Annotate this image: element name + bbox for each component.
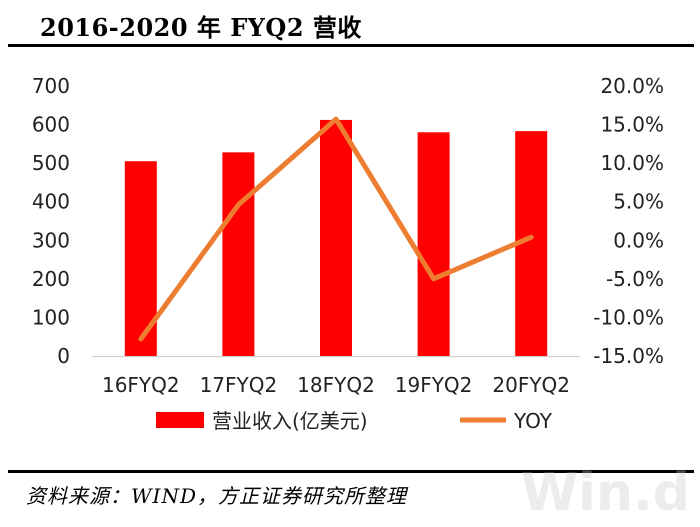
y-left-tick-label: 700 (32, 74, 70, 98)
y-left-tick-label: 100 (32, 305, 70, 329)
y-left-tick-label: 500 (32, 151, 70, 175)
x-tick-label: 16FYQ2 (102, 373, 180, 397)
legend-label-revenue: 营业收入(亿美元) (212, 409, 368, 433)
x-tick-label: 17FYQ2 (200, 373, 278, 397)
chart-canvas: 0 100 200 300 400 500 600 700 -15.0% -10.0% -5.0% 0… (32, 74, 664, 433)
y-right-tick-label: -15.0% (593, 344, 664, 368)
y-right-tick-label: -10.0% (593, 305, 664, 329)
top-rule (8, 44, 694, 47)
chart-title: 2016-2020 年 FYQ2 营收 (40, 13, 362, 42)
bottom-rule (8, 470, 694, 473)
y-right-tick-label: 15.0% (600, 113, 664, 137)
y-right-tick-label: 20.0% (600, 74, 664, 98)
y-left-tick-label: 400 (32, 190, 70, 214)
y-left-tick-label: 200 (32, 267, 70, 291)
legend-swatch-revenue (156, 412, 204, 428)
revenue-bar (320, 119, 352, 356)
revenue-bar (417, 132, 450, 356)
source-note: 资料来源：WIND，方正证券研究所整理 (26, 484, 407, 508)
y-right-tick-label: -5.0% (606, 267, 664, 291)
x-tick-label: 18FYQ2 (297, 373, 375, 397)
y-right-tick-label: 5.0% (613, 190, 664, 214)
x-tick-label: 19FYQ2 (395, 373, 473, 397)
revenue-bar (222, 152, 255, 356)
y-left-tick-label: 0 (57, 344, 70, 368)
y-right-tick-label: 0.0% (613, 228, 664, 252)
x-tick-label: 20FYQ2 (492, 373, 570, 397)
watermark-logo: Win.d (520, 463, 690, 523)
y-left-tick-label: 300 (32, 228, 70, 252)
y-right-tick-label: 10.0% (600, 151, 664, 175)
legend-label-yoy: YOY (513, 409, 553, 433)
y-left-tick-label: 600 (32, 113, 70, 137)
